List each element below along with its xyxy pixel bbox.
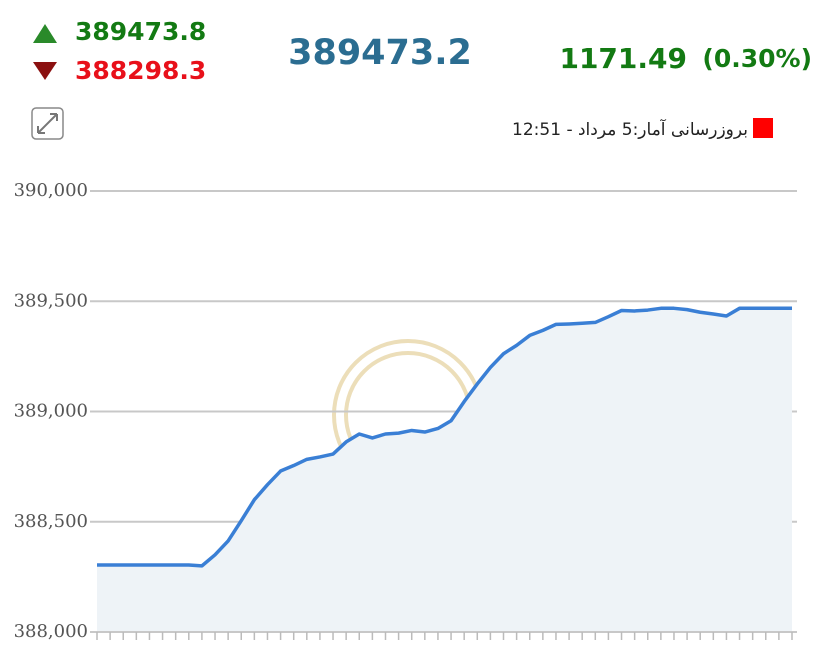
low-value: 388298.3 — [75, 56, 206, 85]
expand-button[interactable] — [31, 107, 64, 140]
y-tick-label: 388,500 — [14, 511, 88, 532]
y-tick-label: 389,500 — [14, 290, 88, 311]
high-value: 389473.8 — [75, 17, 206, 46]
change-percent: (0.30%) — [702, 44, 812, 73]
area — [97, 308, 792, 632]
update-time: بروزرسانی آمار:5 مرداد - 12:51 — [512, 118, 748, 140]
line — [97, 306, 792, 568]
change-value: 1171.49 — [559, 42, 687, 75]
last-value: 389473.2 — [288, 33, 472, 73]
legend-marker — [753, 118, 773, 138]
up-arrow — [33, 24, 57, 43]
y-tick-label: 390,000 — [14, 180, 88, 201]
y-tick-label: 388,000 — [14, 621, 88, 642]
y-tick-label: 389,000 — [14, 401, 88, 422]
down-arrow — [33, 62, 57, 80]
